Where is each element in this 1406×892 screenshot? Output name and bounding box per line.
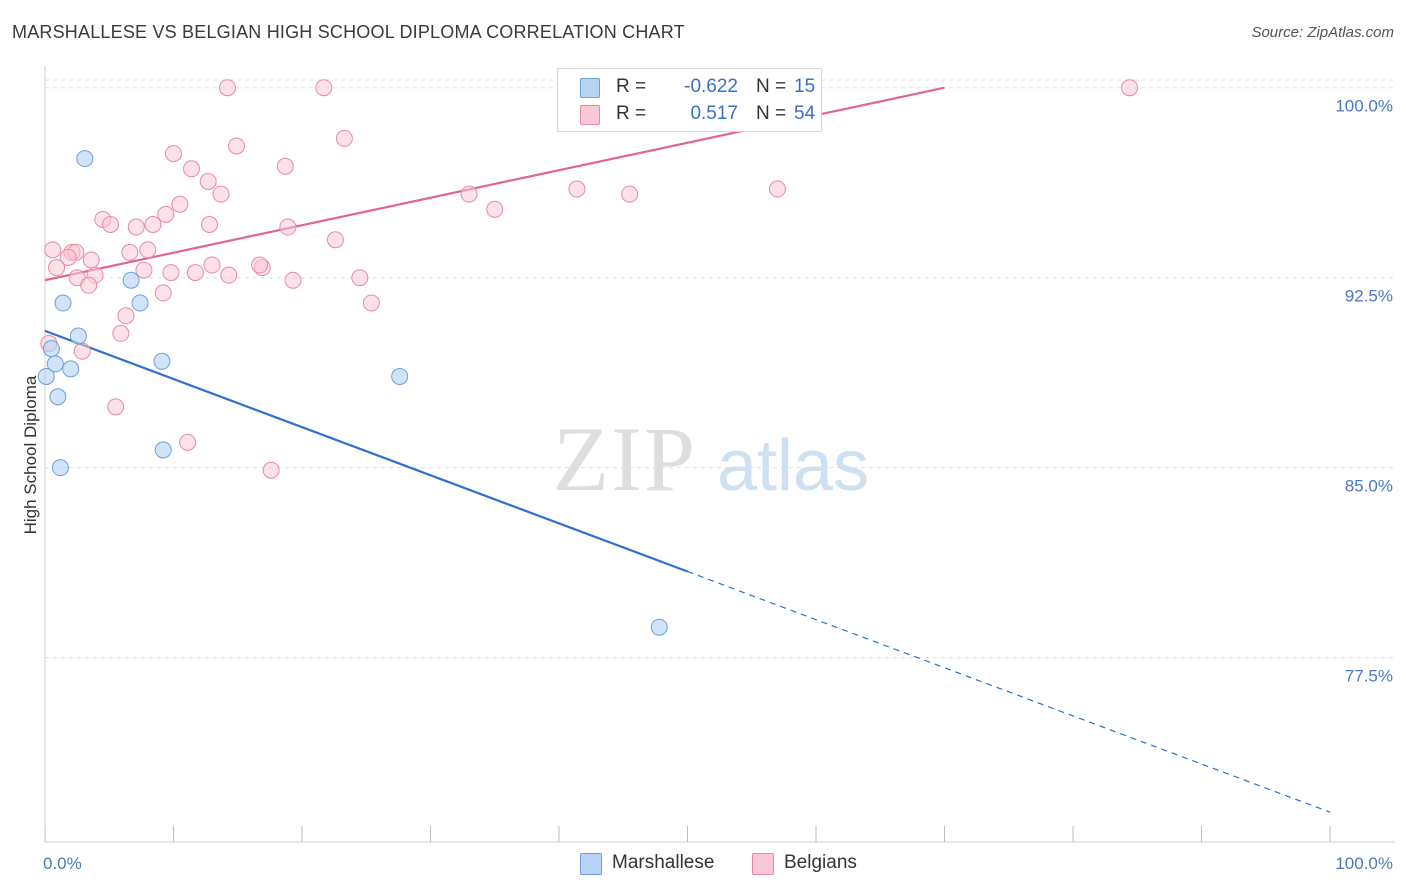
belgians-point	[107, 398, 125, 416]
belgians-point	[127, 218, 145, 236]
marshallese-legend-label: Marshallese	[612, 852, 715, 873]
tick-labels: 77.5% 85.0% 92.5% 100.0% 0.0% 100.0%	[43, 97, 1393, 873]
belgians-point	[154, 284, 172, 302]
marshallese-point	[650, 618, 668, 636]
marshallese-swatch	[580, 78, 600, 98]
belgians-point	[486, 200, 504, 218]
marshallese-trend-extension	[687, 570, 1331, 813]
belgians-point	[212, 185, 230, 203]
belgians-point	[262, 461, 280, 479]
marshallese-point	[37, 367, 55, 385]
belgians-point	[276, 157, 294, 175]
legend-r-value: 0.517	[690, 103, 738, 124]
legend-r-label: R =	[616, 103, 647, 124]
belgians-point	[82, 251, 100, 269]
belgians-point	[279, 218, 297, 236]
x-tick-label: 0.0%	[43, 854, 82, 873]
belgians-point	[73, 342, 91, 360]
marshallese-trend-line	[44, 329, 688, 573]
marshallese-point	[153, 352, 171, 370]
belgians-point	[171, 195, 189, 213]
belgians-swatch	[580, 105, 600, 125]
watermark-atlas: atlas	[717, 426, 869, 506]
belgians-point	[48, 259, 66, 277]
marshallese-point	[42, 340, 60, 358]
belgians-point	[102, 216, 120, 234]
belgians-point	[1121, 79, 1139, 97]
belgians-point	[80, 276, 98, 294]
legend-n-value: 54	[794, 103, 816, 124]
legend-n-value: 15	[794, 76, 816, 97]
belgians-point	[112, 324, 130, 342]
marshallese-legend-swatch	[580, 853, 602, 875]
belgians-point	[227, 137, 245, 155]
marshallese-point	[131, 294, 149, 312]
marshallese-point	[49, 388, 67, 406]
y-tick-label: 92.5%	[1345, 287, 1393, 306]
marshallese-point	[76, 150, 94, 168]
belgians-point	[199, 172, 217, 190]
data-points	[37, 79, 1139, 636]
belgians-point	[162, 264, 180, 282]
marshallese-point	[46, 355, 64, 373]
belgians-point	[135, 261, 153, 279]
legend-r-label: R =	[616, 76, 647, 97]
belgians-point	[117, 307, 135, 325]
belgians-point	[139, 241, 157, 259]
belgians-point	[460, 185, 478, 203]
belgians-point	[186, 264, 204, 282]
marshallese-point	[51, 459, 69, 477]
y-tick-label: 85.0%	[1345, 477, 1393, 496]
legend-n-label: N =	[756, 103, 787, 124]
belgians-point	[157, 205, 175, 223]
belgians-point	[621, 185, 639, 203]
belgians-point	[768, 180, 786, 198]
legend-n-label: N =	[756, 76, 787, 97]
belgians-point	[179, 433, 197, 451]
axes	[44, 66, 1395, 843]
marshallese-point	[62, 360, 80, 378]
watermark: ZIP atlas	[553, 408, 869, 510]
y-axis-label: High School Diploma	[21, 375, 40, 534]
belgians-legend-swatch	[752, 853, 774, 875]
belgians-point	[568, 180, 586, 198]
y-tick-label: 100.0%	[1335, 97, 1393, 116]
correlation-legend: R = -0.622 N = 15 R = 0.517 N = 54	[557, 68, 822, 132]
belgians-point	[335, 129, 353, 147]
x-tick-label: 100.0%	[1335, 854, 1393, 873]
belgians-point	[326, 231, 344, 249]
belgians-point	[284, 271, 302, 289]
belgians-point	[144, 216, 162, 234]
marshallese-point	[54, 294, 72, 312]
belgians-point	[362, 294, 380, 312]
belgians-point	[44, 241, 62, 259]
belgians-point	[251, 256, 269, 274]
marshallese-point	[391, 367, 409, 385]
marshallese-point	[154, 441, 172, 459]
belgians-point	[121, 243, 139, 261]
marshallese-point	[69, 327, 87, 345]
belgians-point	[218, 79, 236, 97]
belgians-point	[59, 248, 77, 266]
belgians-legend-label: Belgians	[784, 852, 857, 873]
belgians-point	[351, 269, 369, 287]
watermark-zip: ZIP	[553, 408, 697, 510]
y-tick-label: 77.5%	[1345, 667, 1393, 686]
grid-lines	[45, 79, 1395, 659]
chart-title: MARSHALLESE VS BELGIAN HIGH SCHOOL DIPLO…	[12, 22, 685, 42]
belgians-point	[182, 160, 200, 178]
belgians-point	[200, 216, 218, 234]
belgians-point	[315, 79, 333, 97]
legend-r-value: -0.622	[684, 76, 738, 97]
marshallese-point	[122, 271, 140, 289]
belgians-point	[203, 256, 221, 274]
belgians-point	[165, 145, 182, 163]
belgians-point	[220, 266, 238, 284]
source-label: Source: ZipAtlas.com	[1251, 24, 1394, 41]
